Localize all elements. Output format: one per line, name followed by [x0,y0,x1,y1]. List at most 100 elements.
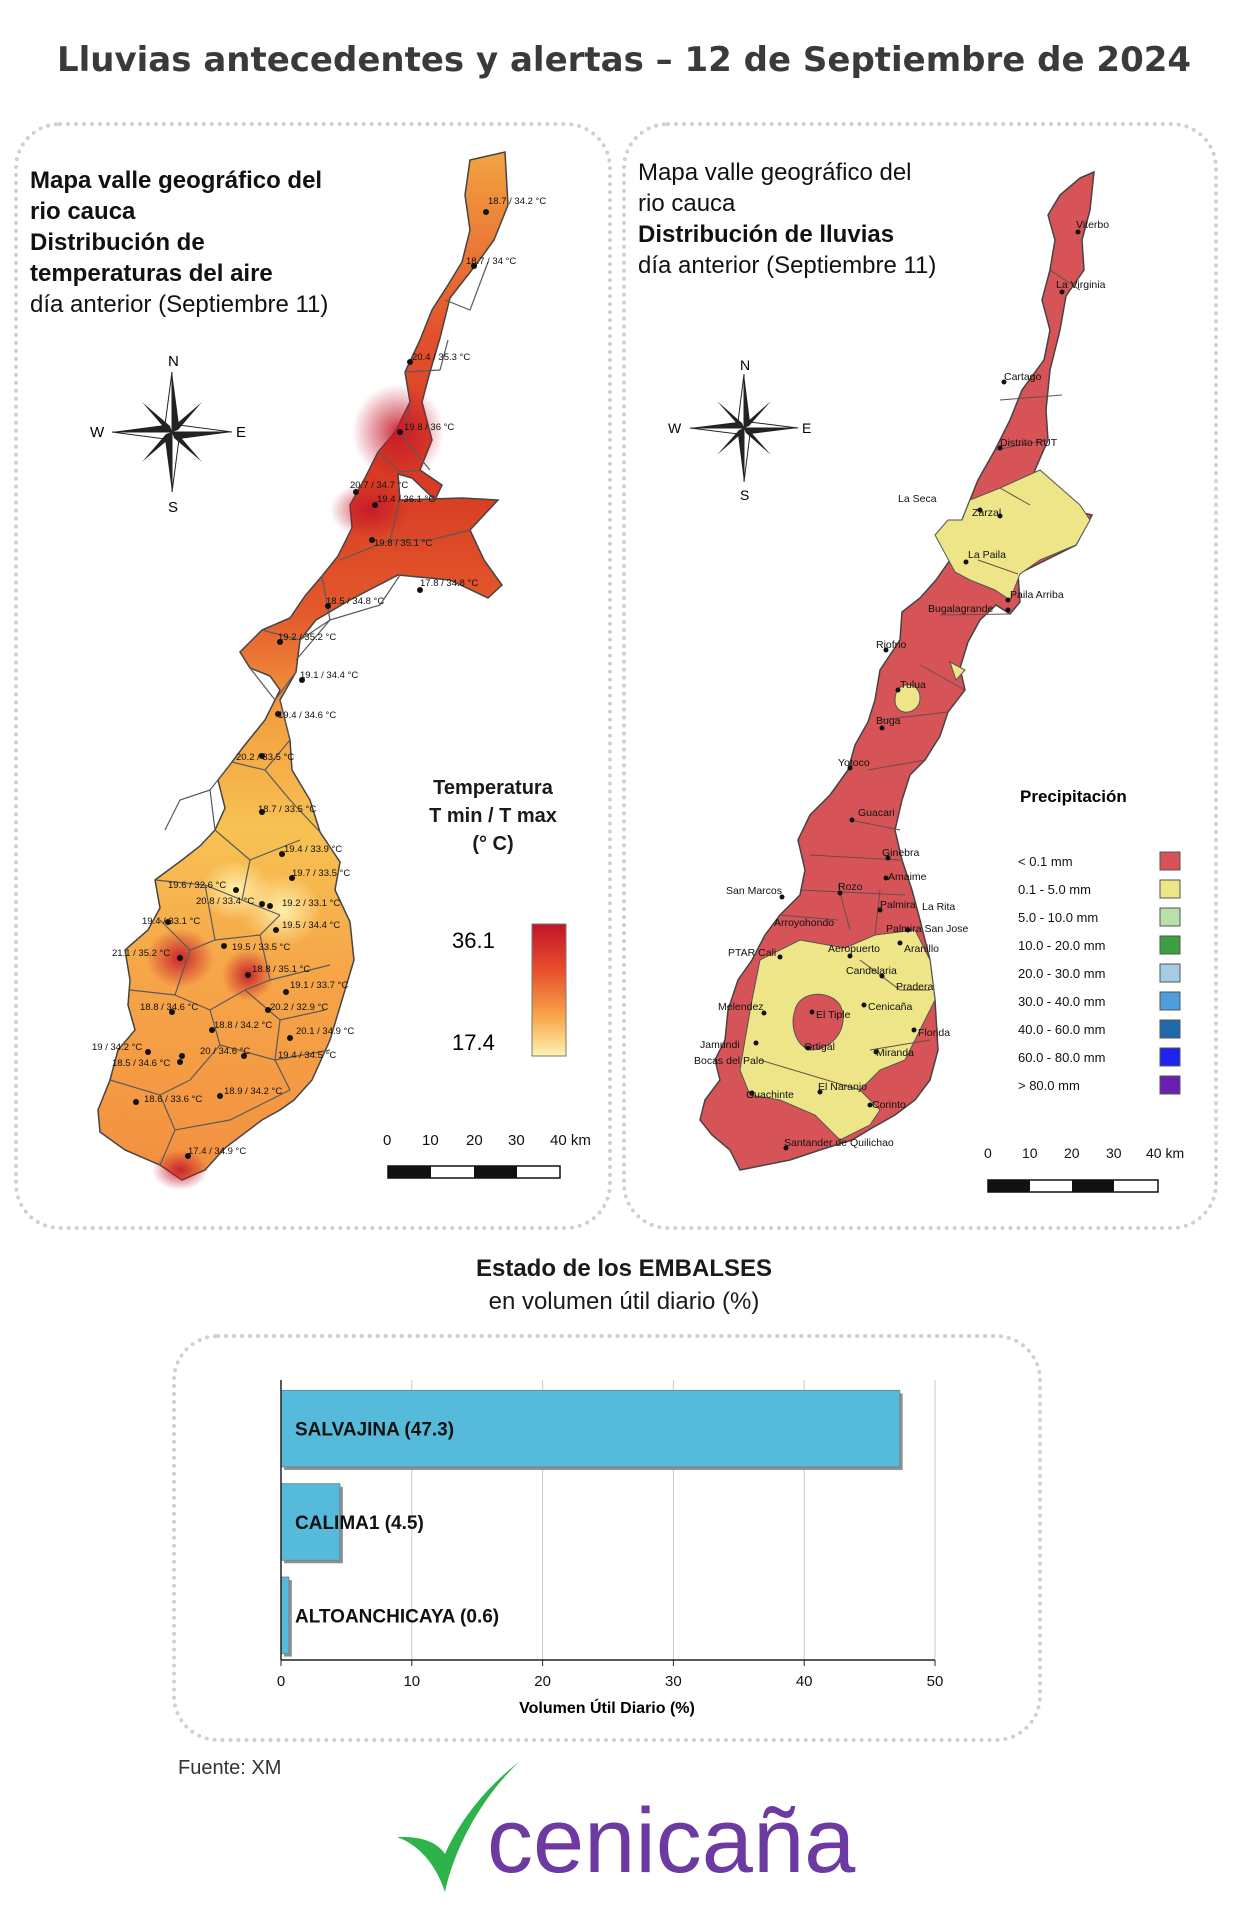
scale-label: 40 km [550,1132,591,1149]
place-label: La Seca [898,493,937,505]
legend-swatch [1159,963,1181,983]
legend-label: < 0.1 mm [1018,854,1073,869]
scale-label: 10 [422,1132,439,1149]
place-label: Distrito RUT [1000,437,1058,449]
place-label: Santander de Quilichao [784,1137,894,1149]
place-label: Miranda [876,1047,914,1059]
legend-max-label: 36.1 [452,928,495,953]
place-label: Pradera [896,981,934,993]
place-label: El Naranjo [818,1081,867,1093]
station-label: 19.1 / 34.4 °C [300,670,358,681]
source-note: Fuente: XM [178,1757,282,1779]
compass-rose-icon: N S E W [90,353,246,516]
place-label: La Paila [968,549,1006,561]
legend-label: 10.0 - 20.0 mm [1018,938,1105,953]
station-label: 18.7 / 33.5 °C [258,804,316,815]
scale-label: 0 [984,1145,992,1161]
station-label: 18.5 / 34.8 °C [326,596,384,607]
legend-min-label: 17.4 [452,1030,495,1055]
place-label: Corinto [872,1099,906,1111]
station-points [133,209,489,1159]
station-label: 20.2 / 32.9 °C [270,1002,328,1013]
scale-label: 30 [508,1132,525,1149]
station-label: 18.7 / 34 °C [466,256,516,267]
reservoir-bar-chart: SALVAJINA (47.3) CALIMA1 (4.5) ALTOANCHICA… [277,1380,944,1717]
legend-swatch [1159,1047,1181,1067]
place-label: Paila Arriba [1010,589,1064,601]
place-label: Cenicaña [868,1001,913,1013]
legend-title-line: T min / T max [429,805,557,827]
legend-swatch [1159,1075,1181,1095]
reservoirs-title-normal: en volumen útil diario (%) [488,1288,760,1315]
temperature-map-heading: Mapa valle geográfico del rio cauca Dist… [30,165,328,320]
scale-label: 10 [1022,1145,1038,1161]
bar [280,1483,341,1561]
place-label: Rozo [838,881,863,893]
place-label: Bugalagrande [928,603,994,615]
heading-line: Distribución de [30,229,205,256]
place-label: Jamundi [700,1039,740,1051]
place-label: Aranillo [904,943,939,955]
place-label: Viterbo [1076,219,1109,231]
place-label: Guachinte [746,1089,794,1101]
heading-line: rio cauca [638,190,736,217]
bar [280,1389,901,1468]
x-tick-label: 50 [927,1673,944,1690]
voronoi-cells [109,261,489,1166]
place-label: Cartago [1004,371,1042,383]
place-label: Bocas del Palo [694,1055,764,1067]
compass-west: W [668,420,682,436]
legend-label: > 80.0 mm [1018,1078,1080,1093]
logo-wordmark: cenicaña [487,1790,856,1892]
legend-title-line: (° C) [472,833,514,855]
x-tick-label: 40 [796,1673,813,1690]
legend-swatch [1159,935,1181,955]
compass-east: E [236,424,246,441]
station-label: 19.2 / 33.1 °C [282,898,340,909]
x-tick-label: 10 [403,1673,420,1690]
legend-label: 30.0 - 40.0 mm [1018,994,1105,1009]
x-tick-label: 30 [665,1673,682,1690]
place-label: Guacari [858,807,895,819]
place-label: Buga [876,715,901,727]
reservoirs-title: Estado de los EMBALSES en volumen útil d… [0,1252,1248,1318]
x-tick-label: 20 [534,1673,551,1690]
rain-map-panel [622,122,1218,1230]
place-label: Zarzal [972,507,1001,519]
logo-leaf-icon [397,1762,519,1892]
rain-map-heading: Mapa valle geográfico del rio cauca Dist… [638,157,936,281]
station-label: 20.1 / 34.9 °C [296,1026,354,1037]
station-label: 17.8 / 34.8 °C [420,578,478,589]
place-label: Arroyohondo [774,917,834,929]
rain-map: Viterbo La Virginia Cartago Distrito RUT… [668,170,1184,1193]
place-label: Aeropuerto [828,943,880,955]
station-label: 19.8 / 36 °C [404,422,454,433]
rain-yellow-zone-north [934,469,1091,601]
hotspot [330,482,410,538]
precip-legend-swatches [1159,851,1181,1095]
heading-line: Distribución de lluvias [638,221,895,248]
place-label: Candelaria [846,965,897,977]
rain-station-points [749,229,1081,1151]
place-label: Amaime [888,871,927,883]
bar-label: ALTOANCHICAYA (0.6) [295,1606,499,1627]
temperature-legend-title: Temperatura T min / T max (° C) [408,774,578,858]
place-label: Palmira [880,899,916,911]
scale-bar: 0 10 20 30 40 km [383,1132,591,1179]
compass-south: S [168,499,178,516]
station-label: 19.5 / 33.5 °C [232,942,290,953]
scale-label: 20 [466,1132,483,1149]
station-label: 20.7 / 34.7 °C [350,480,408,491]
place-label: Ortigal [804,1041,835,1053]
temperature-legend-bar [531,923,567,1057]
station-label: 21.1 / 35.2 °C [112,948,170,959]
coolspot [242,874,322,946]
place-label: PTAR Cali [728,947,776,959]
place-label: La Virginia [1056,279,1106,291]
chart-bars: SALVAJINA (47.3) CALIMA1 (4.5) ALTOANCHICA… [280,1389,903,1657]
station-label: 20.4 / 35.3 °C [412,352,470,363]
station-label: 18.9 / 34.2 °C [224,1086,282,1097]
temperature-map: 18.7 / 34.2 °C 18.7 / 34 °C 20.4 / 35.3 … [90,151,591,1190]
place-label: Yotoco [838,757,870,769]
legend-label: 5.0 - 10.0 mm [1018,910,1098,925]
